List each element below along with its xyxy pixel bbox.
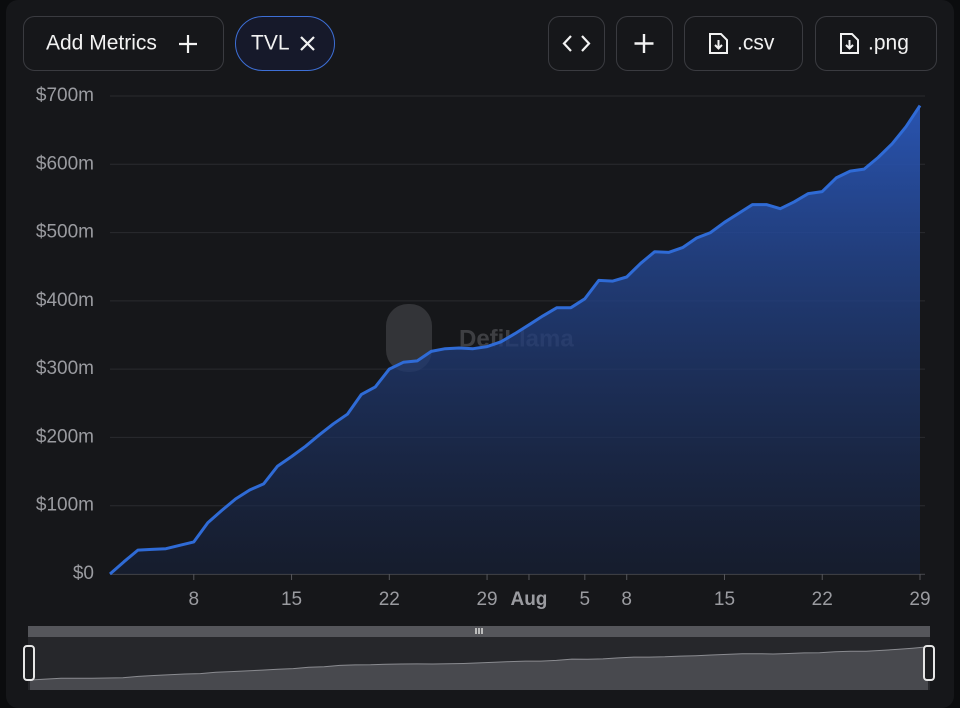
x-tick-label: 15 xyxy=(714,589,735,610)
x-tick-label: 15 xyxy=(281,589,302,610)
x-tick-label: 5 xyxy=(580,589,591,610)
brush-line xyxy=(29,646,929,681)
brush-area xyxy=(30,646,928,690)
area-fill xyxy=(110,105,920,574)
csv-button[interactable]: .csv xyxy=(684,16,803,71)
x-tick-label: 22 xyxy=(379,589,400,610)
y-tick-label: $700m xyxy=(36,85,94,106)
y-tick-label: $400m xyxy=(36,290,94,311)
close-icon xyxy=(300,36,315,51)
button-label: .png xyxy=(868,32,909,55)
x-tick-label: 29 xyxy=(476,589,497,610)
button-label: .csv xyxy=(737,32,775,55)
brush[interactable] xyxy=(23,626,935,690)
file-icon xyxy=(709,33,728,54)
add-metrics-button[interactable]: Add Metrics xyxy=(23,16,224,71)
x-tick-label: 29 xyxy=(909,589,930,610)
x-tick-label: 8 xyxy=(621,589,632,610)
line xyxy=(109,104,922,576)
y-tick-label: $200m xyxy=(36,426,94,447)
button-label: Add Metrics xyxy=(46,32,157,55)
x-tick-label: 8 xyxy=(189,589,200,610)
plus-icon xyxy=(634,34,654,53)
plus-icon xyxy=(179,35,197,53)
tvl-chip[interactable]: TVL xyxy=(235,16,335,71)
brush-handle[interactable] xyxy=(23,645,35,681)
brush-handle[interactable] xyxy=(923,645,935,681)
y-tick-label: $600m xyxy=(36,153,94,174)
y-tick-label: $500m xyxy=(36,222,94,243)
y-tick-label: $300m xyxy=(36,358,94,379)
embed-button[interactable] xyxy=(548,16,605,71)
png-button[interactable]: .png xyxy=(815,16,937,71)
code-icon xyxy=(562,35,591,52)
y-tick-label: $100m xyxy=(36,495,94,516)
add-button[interactable] xyxy=(616,16,673,71)
x-tick-label: Aug xyxy=(510,589,547,610)
y-tick-label: $0 xyxy=(73,563,94,584)
x-tick-label: 22 xyxy=(812,589,833,610)
plot xyxy=(109,104,922,576)
chip-label: TVL xyxy=(251,32,290,55)
file-icon xyxy=(840,33,859,54)
